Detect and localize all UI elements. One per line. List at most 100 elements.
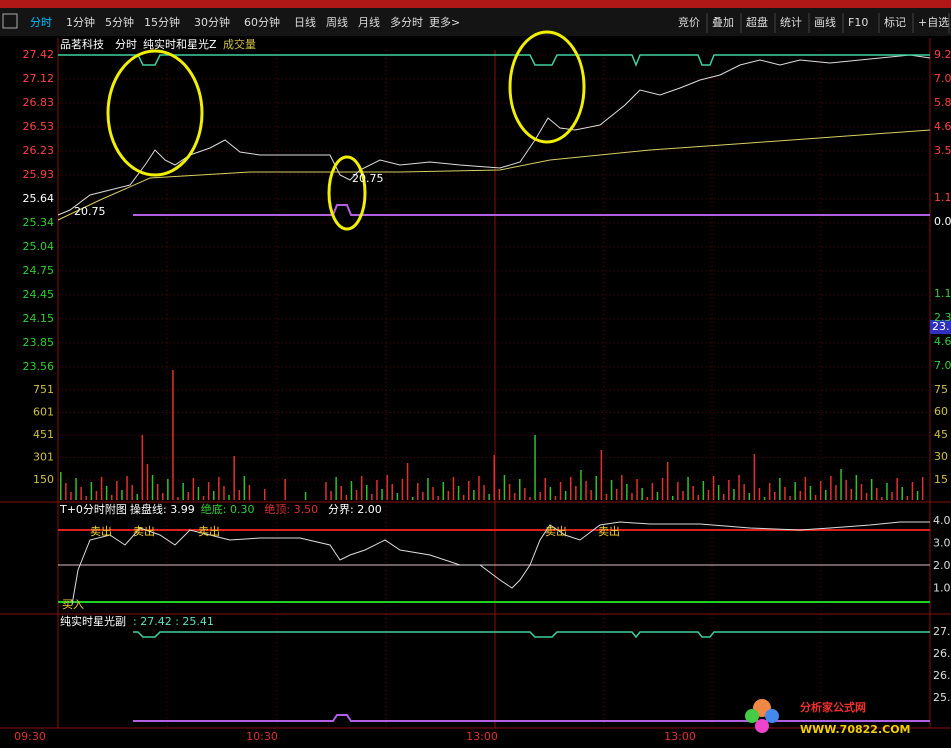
- signal: 卖出: [90, 524, 112, 538]
- volume-bar: [850, 489, 852, 500]
- volume-bar: [712, 476, 715, 500]
- volume-bar: [197, 487, 200, 500]
- frame: [0, 38, 951, 729]
- volume-bar: [870, 479, 873, 500]
- volume-bar: [855, 475, 858, 500]
- volume-bar: [432, 487, 434, 500]
- toolbar-item[interactable]: 统计: [780, 16, 802, 29]
- toolbar-item[interactable]: 15分钟: [144, 15, 180, 29]
- toolbar-item[interactable]: F10: [848, 16, 868, 29]
- volume-bar: [646, 497, 648, 500]
- third-name: 纯实时星光副: [60, 614, 126, 628]
- volume-bar: [615, 489, 618, 500]
- volume-bar: [478, 476, 480, 500]
- volume-bar: [595, 476, 597, 500]
- toolbar-item[interactable]: 30分钟: [194, 15, 230, 29]
- volume-bar: [95, 491, 98, 500]
- volume-bar: [207, 482, 210, 500]
- volume-bar: [80, 487, 82, 500]
- volume-bar: [218, 477, 220, 500]
- volume-bar: [519, 479, 521, 500]
- third-axis-label: 27.: [933, 625, 951, 638]
- volume-bar: [631, 493, 633, 500]
- volume-bar: [366, 485, 368, 500]
- toolbar-icon[interactable]: [2, 13, 18, 29]
- price-label: 24.15: [23, 312, 55, 325]
- volume-bar: [350, 481, 353, 500]
- volume-bar: [228, 495, 230, 500]
- volume-bar: [136, 494, 138, 500]
- toolbar-item[interactable]: 周线: [326, 15, 348, 29]
- volume-bar: [417, 483, 419, 500]
- toolbar-item[interactable]: 更多>: [429, 15, 460, 29]
- volume-bar: [85, 496, 87, 500]
- volume-bar: [493, 455, 495, 500]
- volume-bar: [651, 483, 654, 500]
- volume-axis-label: 301: [33, 451, 54, 464]
- volume-axis-label: 751: [33, 383, 54, 396]
- volume-bar: [911, 482, 914, 500]
- volume-bar: [799, 491, 801, 500]
- third-values: : 27.42 : 25.41: [133, 615, 214, 628]
- volume-bar: [865, 493, 868, 500]
- volume-bar: [697, 495, 699, 500]
- toolbar-item[interactable]: 60分钟: [244, 15, 280, 29]
- toolbar-item[interactable]: 日线: [294, 15, 316, 29]
- percent-label: 7.0: [934, 359, 951, 372]
- toolbar-item[interactable]: +自选: [918, 16, 949, 29]
- toolbar-item[interactable]: 超盘: [746, 15, 768, 29]
- volume-bar: [881, 497, 883, 500]
- volume-bar: [830, 476, 832, 500]
- volume-bar: [570, 477, 572, 500]
- toolbar-item[interactable]: 月线: [358, 15, 380, 29]
- toolbar-item[interactable]: 叠加: [712, 16, 734, 29]
- star-sub-line: [133, 631, 930, 639]
- percent-label: 15: [934, 473, 948, 486]
- third-axis-label: 26.: [933, 669, 951, 682]
- price-label: 27.42: [23, 48, 55, 61]
- volume-bar: [896, 478, 898, 500]
- volume-bar: [534, 435, 536, 500]
- volume-bar: [580, 470, 582, 500]
- price-box-label: 23.: [932, 320, 950, 333]
- volume-bar: [90, 482, 93, 500]
- toolbar-item[interactable]: 多分时: [390, 15, 423, 29]
- volume-bar: [243, 476, 246, 500]
- toolbar-item[interactable]: 1分钟: [66, 15, 95, 29]
- percent-label: 1.1: [934, 191, 951, 204]
- percent-label: 5.8: [934, 96, 951, 109]
- volume-bar: [876, 488, 878, 500]
- third-axis-label: 26.: [933, 647, 951, 660]
- volume-bar: [610, 480, 613, 500]
- toolbar-item[interactable]: 5分钟: [105, 15, 134, 29]
- price-label: 25.04: [23, 240, 55, 253]
- volume-bar: [396, 493, 399, 500]
- percent-label: 60: [934, 405, 948, 418]
- toolbar-item[interactable]: 标记: [884, 15, 906, 29]
- volume-bar: [442, 482, 444, 500]
- volume-bar: [411, 497, 414, 500]
- volume-bar: [111, 495, 113, 500]
- price-label: 23.85: [23, 336, 55, 349]
- volume-bar: [187, 492, 189, 500]
- toolbar-item[interactable]: 画线: [814, 15, 836, 29]
- volume-bar: [462, 495, 465, 500]
- sub-name: T+0分时附图: [59, 502, 127, 516]
- volume-bar: [524, 488, 526, 500]
- volume-bar: [687, 477, 689, 500]
- toolbar-item[interactable]: 分时: [30, 16, 52, 29]
- volume-bar: [162, 493, 164, 500]
- signal: 卖出: [133, 524, 155, 538]
- toolbar-item[interactable]: 竞价: [678, 15, 700, 29]
- volume-bar: [559, 482, 562, 500]
- annotation: 20.75: [74, 205, 106, 218]
- volume-bar: [672, 496, 674, 500]
- time-label: 13:00: [466, 730, 498, 743]
- signal: 买入: [62, 598, 84, 611]
- volume-bar: [641, 488, 643, 500]
- volume-bar: [860, 484, 863, 500]
- avg-line: [57, 129, 931, 221]
- volume-bar: [60, 472, 62, 500]
- volume-bar: [360, 476, 363, 500]
